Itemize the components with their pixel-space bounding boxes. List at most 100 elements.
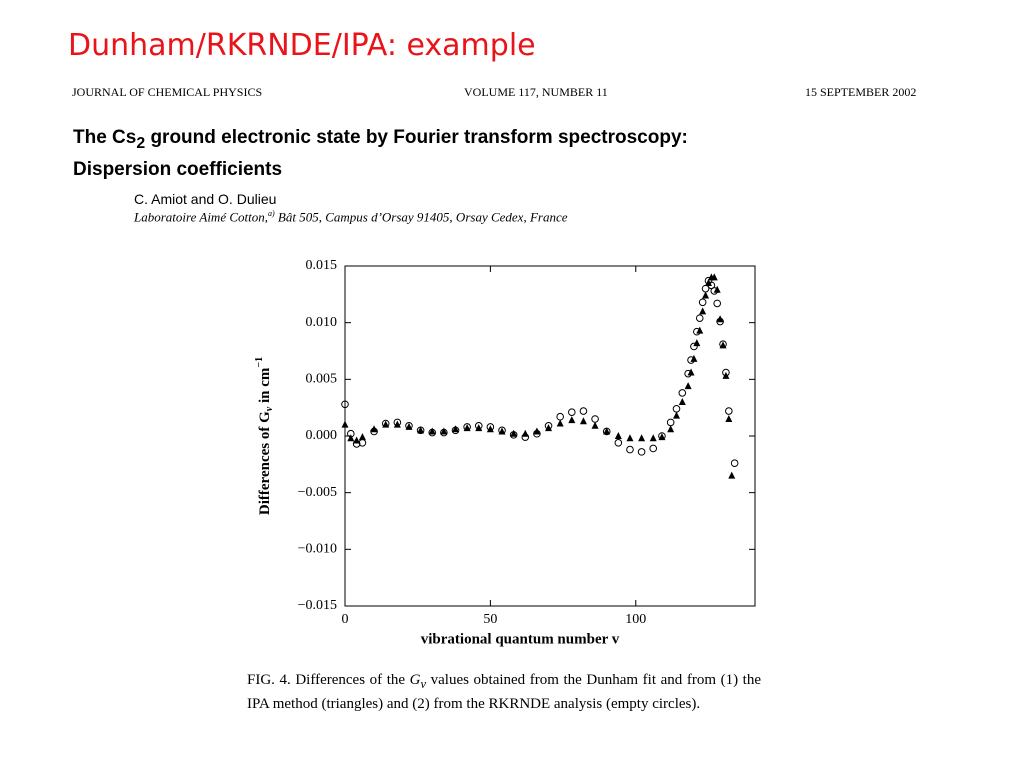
caption-text: values obtained from the Dunham fit and … xyxy=(247,672,761,712)
circle-point xyxy=(710,287,719,295)
circle-point xyxy=(428,428,437,437)
triangle-point xyxy=(649,434,657,442)
triangle-point xyxy=(667,425,675,433)
plot-frame xyxy=(344,265,756,607)
affil-text: Laboratoire Aimé Cotton, xyxy=(134,209,268,225)
ylabel-text: Differences of G xyxy=(257,411,273,515)
circle-point xyxy=(568,408,576,417)
circle-point xyxy=(626,445,634,454)
authors: C. Amiot and O. Dulieu xyxy=(134,191,277,207)
x-tick-label: 100 xyxy=(625,612,646,627)
circle-point xyxy=(701,284,710,293)
circle-point xyxy=(693,327,701,336)
circle-point xyxy=(666,418,675,427)
circle-point xyxy=(358,439,367,447)
affiliation: Laboratoire Aimé Cotton,a) Bât 505, Camp… xyxy=(134,209,567,225)
triangle-point xyxy=(393,420,401,428)
triangle-point xyxy=(568,416,576,424)
circle-point xyxy=(725,407,733,415)
affil-sup: a) xyxy=(267,209,275,218)
triangle-point xyxy=(626,434,634,442)
affil-text: Bât 505, Campus d’Orsay 91405, Orsay Ced… xyxy=(274,209,568,225)
circle-point xyxy=(672,405,681,413)
circle-point xyxy=(381,419,390,428)
circle-point xyxy=(719,340,727,349)
circle-point xyxy=(486,423,495,431)
journal-volume: VOLUME 117, NUMBER 11 xyxy=(464,85,608,99)
title-sub: 2 xyxy=(136,134,146,152)
circle-point xyxy=(658,432,666,440)
y-tick-label: 0.005 xyxy=(306,372,338,387)
triangle-point xyxy=(678,398,686,405)
triangle-point xyxy=(684,382,692,390)
circle-point xyxy=(521,433,530,441)
triangle-point xyxy=(614,432,622,439)
triangle-point xyxy=(370,425,378,433)
ylabel-sup: −1 xyxy=(254,357,265,368)
paper-title: The Cs2 ground electronic state by Fouri… xyxy=(73,125,688,183)
x-axis-label: vibrational quantum number v xyxy=(421,631,620,647)
triangle-point xyxy=(556,419,564,427)
circle-point xyxy=(579,407,588,415)
y-tick-label: 0.010 xyxy=(306,315,338,330)
circle-point xyxy=(463,423,471,431)
triangle-point xyxy=(591,421,599,429)
ylabel-sub: v xyxy=(264,406,275,411)
circle-point xyxy=(509,431,518,439)
triangle-point xyxy=(603,427,611,435)
triangle-point xyxy=(545,424,553,432)
y-tick-label: −0.015 xyxy=(298,598,337,613)
circle-point xyxy=(591,415,599,423)
circle-point xyxy=(405,422,413,430)
triangle-point xyxy=(347,434,355,442)
circle-point xyxy=(730,459,739,468)
slide-title: Dunham/RKRNDE/IPA: example xyxy=(68,28,536,63)
triangle-point xyxy=(702,291,710,299)
circle-point xyxy=(474,422,483,430)
circle-point xyxy=(544,422,553,430)
circle-point xyxy=(347,429,355,438)
x-tick-label: 50 xyxy=(483,612,497,627)
triangle-point xyxy=(486,425,494,433)
caption-var: G xyxy=(409,672,421,688)
circle-point xyxy=(440,428,448,437)
circle-point xyxy=(556,412,564,421)
triangle-point xyxy=(510,429,518,437)
triangle-point xyxy=(716,315,724,323)
journal-date: 15 SEPTEMBER 2002 xyxy=(805,85,917,99)
triangle-point xyxy=(710,273,718,281)
triangle-point xyxy=(728,471,736,479)
circle-point xyxy=(614,439,623,447)
caption: FIG. 4. Differences of the Gv values obt… xyxy=(247,670,761,714)
circle-point xyxy=(698,298,707,307)
circle-point xyxy=(498,426,506,435)
circle-point xyxy=(678,389,687,397)
triangle-point xyxy=(417,426,425,434)
triangle-point xyxy=(521,429,529,437)
circle-point xyxy=(716,317,724,326)
triangle-point xyxy=(475,424,483,432)
y-tick-label: −0.005 xyxy=(298,485,337,500)
triangle-point xyxy=(451,425,459,433)
circle-point xyxy=(722,368,730,377)
y-axis-label: Differences of Gv in cm−1 xyxy=(254,357,275,515)
circle-point xyxy=(393,418,402,427)
x-tick-label: 0 xyxy=(342,612,349,627)
y-tick-label: 0.000 xyxy=(306,428,338,443)
triangle-point xyxy=(428,427,436,435)
triangle-point xyxy=(579,417,587,425)
y-tick-label: −0.010 xyxy=(298,542,337,557)
triangle-point xyxy=(341,420,349,428)
circle-point xyxy=(533,429,541,438)
circle-point xyxy=(687,356,695,364)
circle-point xyxy=(602,427,611,436)
circle-point xyxy=(713,299,721,308)
title-text: The Cs xyxy=(73,127,137,148)
triangle-point xyxy=(672,411,680,419)
circle-point xyxy=(684,369,692,378)
triangle-point xyxy=(704,279,712,286)
circle-point xyxy=(451,426,460,435)
circle-point xyxy=(341,400,349,409)
circle-point xyxy=(352,440,361,448)
